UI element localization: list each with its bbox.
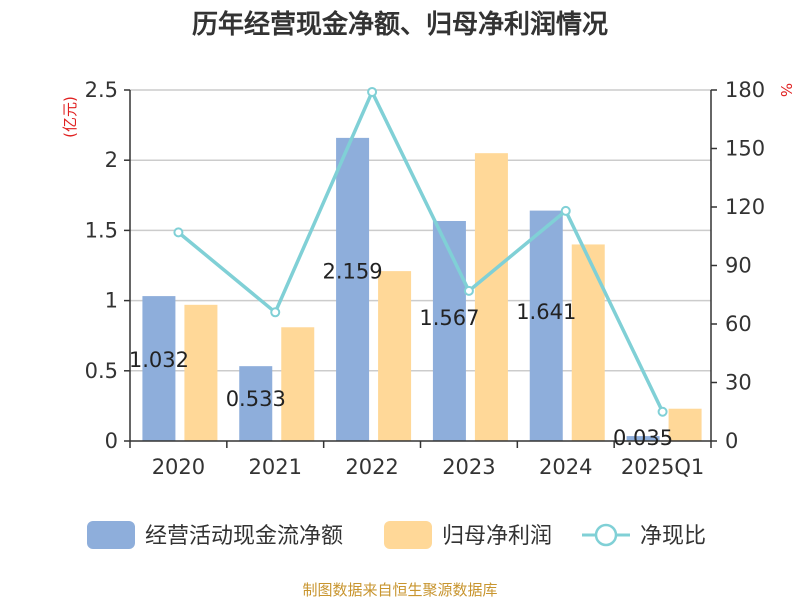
x-axis-tick-label: 2023 [442,455,495,479]
legend-marker-ratio [594,523,618,547]
bar-data-label: 0.533 [226,387,286,411]
x-axis-tick-label: 2024 [539,455,592,479]
right-axis-tick-label: 60 [725,312,752,336]
bar-data-label: 0.035 [613,426,673,450]
bar-net-profit [281,327,315,441]
ratio-point [560,205,571,216]
bar-net-profit [378,271,412,441]
source-note: 制图数据来自恒生聚源数据库 [302,581,497,599]
right-axis-tick-label: 30 [725,371,752,395]
x-axis-tick-label: 2021 [249,455,302,479]
legend-label-ratio: 净现比 [640,524,706,549]
right-axis-tick-label: 120 [725,195,765,219]
bar-net-profit [571,244,605,441]
bar-operating-cash-flow [336,137,370,441]
bar-net-profit [668,408,702,441]
left-axis-tick-label: 2 [105,148,118,172]
bar-data-label: 1.641 [516,300,576,324]
bar-operating-cash-flow [239,366,273,441]
bar-operating-cash-flow [432,220,466,441]
ratio-line [173,86,668,417]
bars [142,137,702,441]
gridlines [130,89,711,372]
right-axis-tick-label: 90 [725,254,752,278]
bar-net-profit [184,304,218,441]
left-axis-tick-label: 2.5 [85,78,118,102]
legend-swatch-net-profit [384,521,432,549]
left-axis-tick-label: 1 [105,289,118,313]
legend-label-net-profit: 归母净利润 [442,524,552,549]
bar-operating-cash-flow [626,436,660,441]
ratio-point [367,86,378,97]
bar-data-label: 1.567 [419,306,479,330]
x-axis-tick-label: 2022 [345,455,398,479]
ratio-point [657,406,668,417]
bar-data-label: 1.032 [129,348,189,372]
legend-label-operating-cash-flow: 经营活动现金流净额 [145,524,343,549]
right-axis-unit: % [777,83,795,97]
right-axis-tick-label: 0 [725,429,738,453]
bar-data-label: 2.159 [323,259,383,283]
bar-operating-cash-flow [529,210,563,441]
right-axis-tick-label: 150 [725,137,765,161]
ratio-point [463,285,474,296]
left-axis-unit: (亿元) [61,96,79,138]
bar-operating-cash-flow [142,296,176,441]
data-labels: 1.032 0.533 2.159 1.567 1.641 0.035 [129,259,673,450]
left-axis-tick-label: 1.5 [85,218,118,242]
bar-net-profit [474,153,508,441]
axes: 0 0.5 1 1.5 2 2.5 0 30 60 90 120 150 180 2020 2021 2022… [85,78,766,479]
legend: 经营活动现金流净额 归母净利润 净现比 [87,521,706,549]
legend-swatch-operating-cash-flow [87,521,135,549]
chart-title: 历年经营现金净额、归母净利润情况 [192,9,608,40]
left-axis-tick-label: 0.5 [85,359,118,383]
right-axis-tick-label: 180 [725,78,765,102]
x-axis-tick-label: 2025Q1 [621,455,704,479]
x-axis-tick-label: 2020 [152,455,205,479]
ratio-point [173,227,184,238]
ratio-polyline [177,90,665,413]
ratio-point [270,307,281,318]
left-axis-tick-label: 0 [105,429,118,453]
